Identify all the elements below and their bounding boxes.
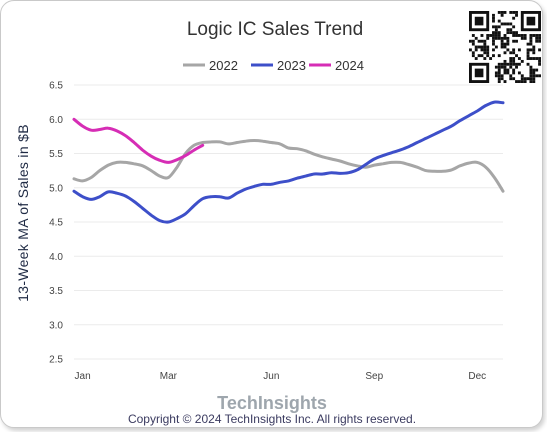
grid-lines: [74, 84, 503, 360]
y-tick-label: 4.0: [49, 252, 63, 263]
y-tick-label: 5.0: [49, 183, 63, 194]
legend-label-2022: 2022: [209, 58, 238, 73]
plot-lines: [72, 100, 505, 224]
y-tick-label: 5.5: [49, 149, 63, 160]
qr-code-icon: [469, 11, 541, 83]
y-tick-label: 4.5: [49, 218, 63, 229]
y-tick-label: 2.5: [49, 355, 63, 366]
techinsights-logo: TechInsights: [217, 393, 327, 413]
x-tick-label: Dec: [468, 371, 486, 382]
chart-title: Logic IC Sales Trend: [187, 19, 363, 40]
y-tick-label: 3.5: [49, 286, 63, 297]
x-tick-label: Sep: [365, 371, 383, 382]
y-axis-ticks: 6.5 6.0 5.5 5.0 4.5 4.0 3.5 3.0 2.5: [49, 81, 63, 366]
x-axis-ticks: Jan Mar Jun Sep Dec: [75, 371, 487, 382]
x-tick-label: Mar: [160, 371, 178, 382]
legend-label-2024: 2024: [335, 58, 364, 73]
copyright-text: Copyright © 2024 TechInsights Inc. All r…: [128, 412, 416, 426]
series-line-2023: [72, 100, 505, 224]
y-tick-label: 6.5: [49, 81, 63, 92]
legend-label-2023: 2023: [277, 58, 306, 73]
legend: 2022 2023 2024: [183, 58, 364, 73]
y-tick-label: 6.0: [49, 115, 63, 126]
series-line-2024: [72, 117, 205, 164]
x-tick-label: Jan: [75, 371, 91, 382]
line-chart: Logic IC Sales Trend 2022 2023 2024 6.5 6.0…: [15, 19, 505, 426]
x-tick-label: Jun: [263, 371, 279, 382]
y-axis-label: 13-Week MA of Sales in $B: [15, 124, 31, 302]
y-tick-label: 3.0: [49, 320, 63, 331]
series-line-2022: [72, 139, 505, 193]
